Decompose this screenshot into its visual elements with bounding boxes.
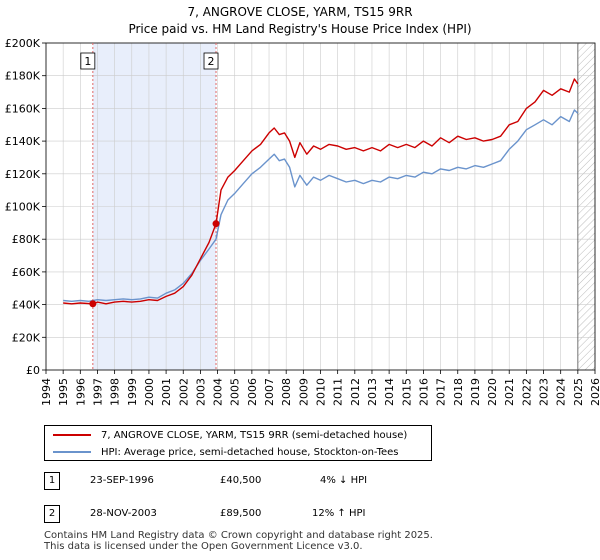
sale-point bbox=[89, 300, 97, 308]
y-tick-label: £60K bbox=[12, 266, 41, 279]
x-tick-label: 2003 bbox=[194, 378, 207, 406]
x-tick-label: 2018 bbox=[452, 378, 465, 406]
x-tick-label: 1996 bbox=[74, 378, 87, 406]
transaction-date: 28-NOV-2003 bbox=[90, 508, 157, 519]
legend-label-hpi: HPI: Average price, semi-detached house,… bbox=[101, 446, 399, 458]
x-tick-label: 2021 bbox=[503, 378, 516, 406]
legend-label-property: 7, ANGROVE CLOSE, YARM, TS15 9RR (semi-d… bbox=[101, 429, 408, 441]
x-tick-label: 2022 bbox=[520, 378, 533, 406]
x-tick-label: 1994 bbox=[40, 378, 53, 406]
x-tick-label: 1998 bbox=[109, 378, 122, 406]
transaction-date: 23-SEP-1996 bbox=[90, 475, 154, 486]
footer-licence: This data is licensed under the Open Gov… bbox=[44, 541, 363, 552]
footer: Contains HM Land Registry data © Crown c… bbox=[44, 530, 433, 552]
series-lines bbox=[63, 78, 579, 305]
x-tick-label: 2016 bbox=[417, 378, 430, 406]
y-tick-label: £180K bbox=[5, 70, 41, 83]
y-tick-label: £80K bbox=[12, 233, 41, 246]
x-tick-label: 2000 bbox=[143, 378, 156, 406]
x-tick-label: 2020 bbox=[486, 378, 499, 406]
annotation-label: 1 bbox=[84, 55, 91, 68]
y-tick-label: £140K bbox=[5, 135, 41, 148]
x-tick-label: 2024 bbox=[555, 378, 568, 406]
legend-item-property: 7, ANGROVE CLOSE, YARM, TS15 9RR (semi-d… bbox=[53, 427, 407, 443]
x-tick-label: 1997 bbox=[91, 378, 104, 406]
x-tick-label: 2019 bbox=[469, 378, 482, 406]
y-tick-label: £120K bbox=[5, 168, 41, 181]
x-tick-label: 2014 bbox=[383, 378, 396, 406]
legend-swatch-hpi bbox=[53, 451, 91, 453]
transaction-price: £89,500 bbox=[220, 508, 262, 519]
y-tick-label: £40K bbox=[12, 299, 41, 312]
sale-point bbox=[212, 220, 220, 228]
transaction-badge: 1 bbox=[44, 472, 60, 490]
x-tick-label: 2013 bbox=[366, 378, 379, 406]
x-tick-label: 1995 bbox=[57, 378, 70, 406]
transaction-hpi: 12% ↑ HPI bbox=[312, 508, 366, 519]
x-tick-label: 2023 bbox=[538, 378, 551, 406]
transaction-price: £40,500 bbox=[220, 475, 262, 486]
x-tick-label: 2026 bbox=[589, 378, 600, 406]
series-line-hpi bbox=[63, 109, 579, 302]
annotation-box bbox=[80, 52, 96, 70]
y-tick-label: £200K bbox=[5, 37, 41, 50]
y-axis-ticks: £0 £20K £40K £60K £80K £100K £120K £140K £160K £1… bbox=[5, 37, 46, 377]
x-tick-label: 2008 bbox=[280, 378, 293, 406]
transaction-hpi: 4% ↓ HPI bbox=[320, 475, 368, 486]
x-tick-label: 2025 bbox=[572, 378, 585, 406]
footer-copyright: Contains HM Land Registry data © Crown c… bbox=[44, 530, 433, 541]
chart-title: 7, ANGROVE CLOSE, YARM, TS15 9RR bbox=[187, 5, 412, 19]
x-tick-label: 2004 bbox=[212, 378, 225, 406]
x-tick-label: 1999 bbox=[126, 378, 139, 406]
grid-lines bbox=[45, 42, 596, 371]
y-tick-label: £160K bbox=[5, 102, 41, 115]
x-tick-label: 2006 bbox=[246, 378, 259, 406]
price-chart: 7, ANGROVE CLOSE, YARM, TS15 9RR Price p… bbox=[5, 5, 600, 406]
annotation-box bbox=[203, 52, 219, 70]
x-tick-label: 2012 bbox=[349, 378, 362, 406]
x-axis-ticks: 1994 1995 1996 1997 1998 1999 2000 2001 2002 2003… bbox=[40, 370, 600, 406]
x-tick-label: 2015 bbox=[400, 378, 413, 406]
legend: 7, ANGROVE CLOSE, YARM, TS15 9RR (semi-d… bbox=[44, 425, 432, 461]
transaction-badge: 2 bbox=[44, 505, 60, 523]
x-tick-label: 2007 bbox=[263, 378, 276, 406]
x-tick-label: 2009 bbox=[297, 378, 310, 406]
y-tick-label: £100K bbox=[5, 201, 41, 214]
legend-swatch-property bbox=[53, 434, 91, 436]
chart-subtitle: Price paid vs. HM Land Registry's House … bbox=[128, 22, 471, 36]
x-tick-label: 2001 bbox=[160, 378, 173, 406]
y-tick-label: £20K bbox=[12, 331, 41, 344]
annotation-label: 2 bbox=[208, 55, 215, 68]
x-tick-label: 2010 bbox=[315, 378, 328, 406]
legend-item-hpi: HPI: Average price, semi-detached house,… bbox=[53, 444, 399, 460]
x-tick-label: 2011 bbox=[332, 378, 345, 406]
x-tick-label: 2005 bbox=[229, 378, 242, 406]
series-line-property bbox=[63, 78, 579, 305]
x-tick-label: 2002 bbox=[177, 378, 190, 406]
x-tick-label: 2017 bbox=[435, 378, 448, 406]
y-tick-label: £0 bbox=[26, 364, 40, 377]
